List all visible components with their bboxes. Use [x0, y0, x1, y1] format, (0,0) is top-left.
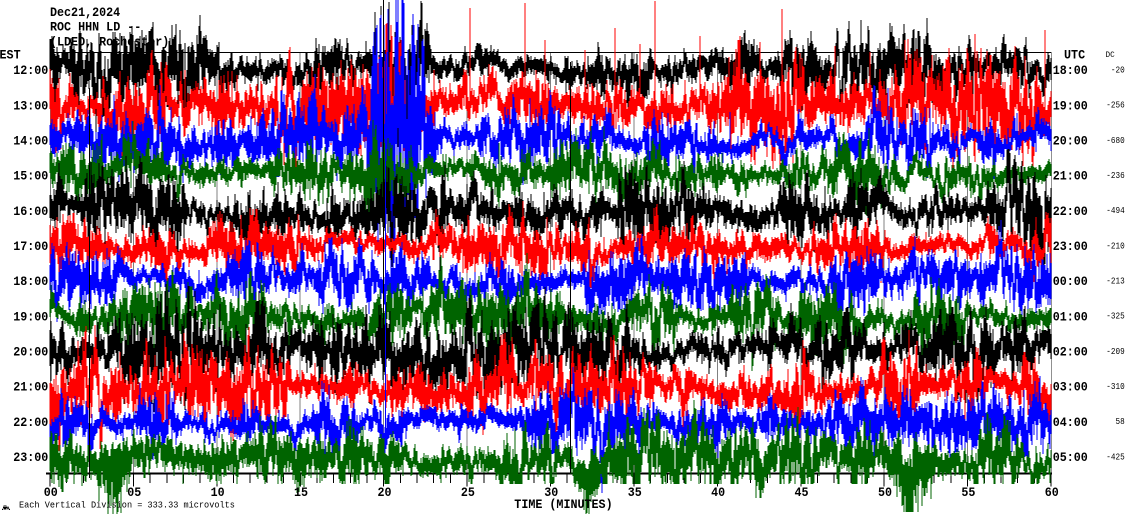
svg-text:35: 35: [628, 485, 642, 500]
svg-text:03:00: 03:00: [1053, 380, 1088, 395]
svg-text:02:00: 02:00: [1053, 345, 1088, 360]
svg-text:01:00: 01:00: [1053, 309, 1088, 324]
svg-text:12:00: 12:00: [13, 63, 48, 78]
svg-text:20:00: 20:00: [1053, 133, 1088, 148]
svg-text:10: 10: [211, 485, 225, 500]
svg-text:UTC: UTC: [1064, 48, 1085, 63]
svg-text:17:00: 17:00: [13, 239, 48, 254]
svg-text:-213: -213: [1106, 276, 1124, 286]
svg-text:-236: -236: [1106, 171, 1124, 181]
svg-text:22:00: 22:00: [1053, 204, 1088, 219]
svg-text:14:00: 14:00: [13, 133, 48, 148]
svg-text:-494: -494: [1106, 206, 1124, 216]
svg-text:-210: -210: [1106, 241, 1124, 251]
svg-text:45: 45: [795, 485, 809, 500]
svg-text:15: 15: [294, 485, 308, 500]
svg-text:58: 58: [1116, 417, 1125, 427]
svg-text:19:00: 19:00: [1053, 98, 1088, 113]
svg-text:-310: -310: [1106, 382, 1124, 392]
svg-text:25: 25: [461, 485, 475, 500]
svg-text:TIME (MINUTES): TIME (MINUTES): [514, 497, 612, 512]
svg-text:15:00: 15:00: [13, 169, 48, 184]
svg-text:ROC HHN LD --: ROC HHN LD --: [50, 20, 141, 35]
svg-text:60: 60: [1045, 485, 1059, 500]
svg-text:04:00: 04:00: [1053, 415, 1088, 430]
svg-text:21:00: 21:00: [13, 380, 48, 395]
svg-text:05: 05: [127, 485, 141, 500]
svg-text:-425: -425: [1106, 452, 1124, 462]
svg-text:-209: -209: [1106, 347, 1124, 357]
svg-text:Dec21,2024: Dec21,2024: [50, 5, 120, 20]
svg-text:19:00: 19:00: [13, 309, 48, 324]
svg-text:(LDEO, Rochester): (LDEO, Rochester): [50, 34, 169, 49]
svg-text:DC: DC: [1106, 50, 1115, 60]
svg-text:23:00: 23:00: [1053, 239, 1088, 254]
svg-text:13:00: 13:00: [13, 98, 48, 113]
svg-text:23:00: 23:00: [13, 450, 48, 465]
svg-text:00: 00: [44, 485, 58, 500]
svg-text:Each Vertical Division = 333.: Each Vertical Division = 333.33 microvol…: [19, 500, 235, 510]
svg-text:30: 30: [544, 485, 558, 500]
svg-text:18:00: 18:00: [1053, 63, 1088, 78]
svg-text:20:00: 20:00: [13, 345, 48, 360]
svg-text:05:00: 05:00: [1053, 450, 1088, 465]
svg-text:55: 55: [961, 485, 975, 500]
svg-text:50: 50: [878, 485, 892, 500]
svg-text:22:00: 22:00: [13, 415, 48, 430]
svg-text:16:00: 16:00: [13, 204, 48, 219]
svg-text:21:00: 21:00: [1053, 169, 1088, 184]
svg-text:-680: -680: [1106, 136, 1124, 146]
svg-text:40: 40: [711, 485, 725, 500]
svg-text:-256: -256: [1106, 101, 1124, 111]
svg-text:00:00: 00:00: [1053, 274, 1088, 289]
svg-text:-325: -325: [1106, 312, 1124, 322]
svg-text:-20: -20: [1111, 65, 1125, 75]
svg-text:18:00: 18:00: [13, 274, 48, 289]
svg-text:EST: EST: [0, 47, 21, 62]
svg-text:20: 20: [377, 485, 391, 500]
